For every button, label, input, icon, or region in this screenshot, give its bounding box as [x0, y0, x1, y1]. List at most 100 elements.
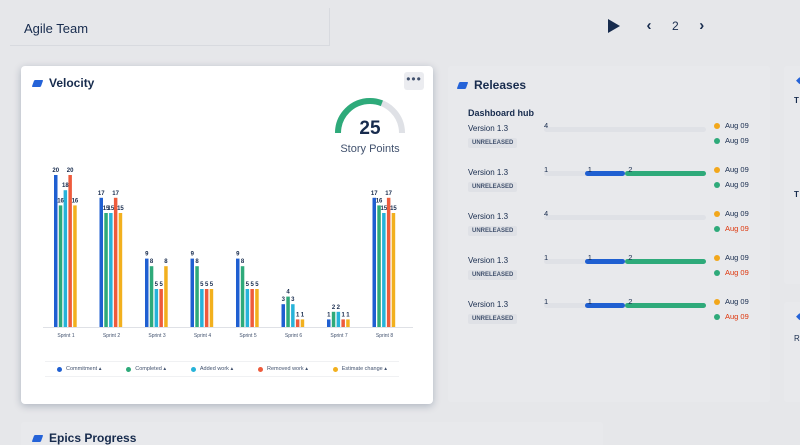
release-name[interactable]: Version 1.3: [468, 212, 509, 221]
x-tick-label: Sprint 3: [148, 333, 165, 339]
legend-item[interactable]: Estimate change ▴: [332, 366, 387, 372]
date-status-dot: [714, 269, 720, 276]
release-date: Aug 09: [714, 312, 749, 321]
status-badge: UNRELEASED: [468, 138, 518, 148]
release-progress-in-progress: [584, 303, 625, 308]
bar-completed-3[interactable]: [149, 266, 154, 327]
release-row[interactable]: Version 1.3 UNRELEASED 1 1 2 Aug 09 Aug 09: [448, 297, 770, 342]
legend-item[interactable]: Commitment ▴: [57, 366, 101, 372]
prev-page-button[interactable]: ‹: [646, 17, 652, 34]
bar-commitment-3[interactable]: [145, 258, 149, 327]
release-name[interactable]: Version 1.3: [468, 256, 509, 265]
bar-removed-work-2[interactable]: [113, 197, 118, 327]
bar-commitment-5[interactable]: [236, 258, 240, 327]
date-status-dot: [714, 225, 720, 232]
next-page-button[interactable]: ›: [699, 17, 705, 34]
bar-added-work-7[interactable]: [336, 311, 341, 327]
release-progress-done: [625, 171, 706, 176]
date-status-dot: [714, 137, 720, 144]
bar-value-label: 18: [62, 183, 69, 189]
bar-estimate-change-4[interactable]: [209, 289, 214, 327]
release-date-text: Aug 09: [725, 165, 749, 174]
bar-removed-work-6[interactable]: [295, 319, 300, 327]
legend-item[interactable]: Removed work ▴: [258, 366, 308, 372]
bar-commitment-7[interactable]: [327, 319, 331, 327]
jira-icon: ◆: [796, 75, 800, 85]
bar-completed-8[interactable]: [377, 205, 381, 327]
velocity-title: Velocity: [33, 76, 94, 90]
bar-value-label: 1: [301, 312, 305, 318]
release-date: Aug 09: [714, 136, 749, 145]
bar-estimate-change-1[interactable]: [73, 205, 77, 327]
bar-completed-7[interactable]: [331, 311, 336, 327]
bar-value-label: 3: [282, 297, 286, 303]
release-date-text: Aug 09: [725, 253, 749, 262]
bar-added-work-2[interactable]: [109, 213, 113, 327]
release-date-text: Aug 09: [725, 136, 749, 145]
bar-removed-work-8[interactable]: [386, 197, 391, 327]
bar-added-work-4[interactable]: [200, 289, 204, 327]
release-progress-done: [625, 303, 706, 308]
bar-value-label: 15: [117, 206, 124, 212]
bar-estimate-change-2[interactable]: [118, 213, 123, 327]
bar-added-work-3[interactable]: [154, 289, 159, 327]
play-icon[interactable]: [608, 18, 620, 33]
bar-added-work-1[interactable]: [63, 190, 68, 327]
release-issue-count: 4: [544, 121, 549, 130]
bar-completed-6[interactable]: [286, 296, 290, 327]
side-text-2: T: [794, 190, 799, 199]
bar-commitment-4[interactable]: [190, 258, 195, 327]
bar-added-work-5[interactable]: [245, 289, 250, 327]
legend-label: Estimate change ▴: [341, 366, 387, 372]
bar-completed-4[interactable]: [195, 266, 199, 327]
release-row[interactable]: Version 1.3 UNRELEASED 1 1 2 Aug 09 Aug 09: [448, 253, 770, 298]
bar-estimate-change-7[interactable]: [346, 319, 350, 327]
dashboard-header: Agile Team: [10, 8, 330, 46]
x-tick-label: Sprint 1: [57, 333, 74, 339]
bar-estimate-change-6[interactable]: [300, 319, 305, 327]
release-issue-count: 4: [544, 209, 549, 218]
x-tick-label: Sprint 6: [285, 333, 302, 339]
date-status-dot: [714, 254, 720, 261]
bar-completed-2[interactable]: [104, 213, 108, 327]
bar-commitment-2[interactable]: [99, 197, 104, 327]
bar-commitment-8[interactable]: [372, 197, 377, 327]
date-status-dot: [714, 166, 720, 173]
more-options-button[interactable]: •••: [404, 72, 424, 90]
legend-item[interactable]: Added work ▴: [190, 366, 233, 372]
jira-icon: ◆: [796, 311, 800, 321]
bar-added-work-6[interactable]: [291, 304, 295, 327]
legend-dot: [332, 366, 338, 372]
release-date: Aug 09: [714, 180, 749, 189]
release-name[interactable]: Version 1.3: [468, 124, 509, 133]
bar-removed-work-3[interactable]: [159, 289, 163, 327]
release-row[interactable]: Version 1.3 UNRELEASED 4 Aug 09 Aug 09: [448, 121, 770, 166]
bar-added-work-8[interactable]: [382, 213, 386, 327]
status-badge: UNRELEASED: [468, 314, 518, 324]
legend-item[interactable]: Completed ▴: [126, 366, 166, 372]
date-status-dot: [714, 122, 720, 129]
bar-commitment-1[interactable]: [54, 175, 58, 327]
bar-estimate-change-5[interactable]: [255, 289, 259, 327]
bar-value-label: 15: [103, 206, 110, 212]
release-row[interactable]: Version 1.3 UNRELEASED 4 Aug 09 Aug 09: [448, 209, 770, 254]
release-progress-in-progress: [584, 259, 625, 264]
bar-removed-work-5[interactable]: [250, 289, 254, 327]
bar-removed-work-4[interactable]: [204, 289, 209, 327]
release-row[interactable]: Version 1.3 UNRELEASED 1 1 2 Aug 09 Aug 09: [448, 165, 770, 210]
bar-removed-work-7[interactable]: [341, 319, 345, 327]
release-name[interactable]: Version 1.3: [468, 300, 509, 309]
bar-value-label: 16: [72, 198, 79, 204]
bar-estimate-change-8[interactable]: [391, 213, 396, 327]
velocity-title-text: Velocity: [49, 76, 95, 90]
legend-label: Commitment ▴: [66, 366, 102, 372]
bar-completed-1[interactable]: [58, 205, 63, 327]
bar-removed-work-1[interactable]: [68, 175, 72, 327]
bar-value-label: 5: [255, 282, 259, 288]
bar-estimate-change-3[interactable]: [164, 266, 168, 327]
bar-completed-5[interactable]: [240, 266, 245, 327]
chart-legend: Commitment ▴ Completed ▴ Added work ▴ Remov…: [45, 361, 399, 377]
bar-value-label: 3: [291, 297, 295, 303]
release-name[interactable]: Version 1.3: [468, 168, 509, 177]
bar-commitment-6[interactable]: [281, 304, 286, 327]
